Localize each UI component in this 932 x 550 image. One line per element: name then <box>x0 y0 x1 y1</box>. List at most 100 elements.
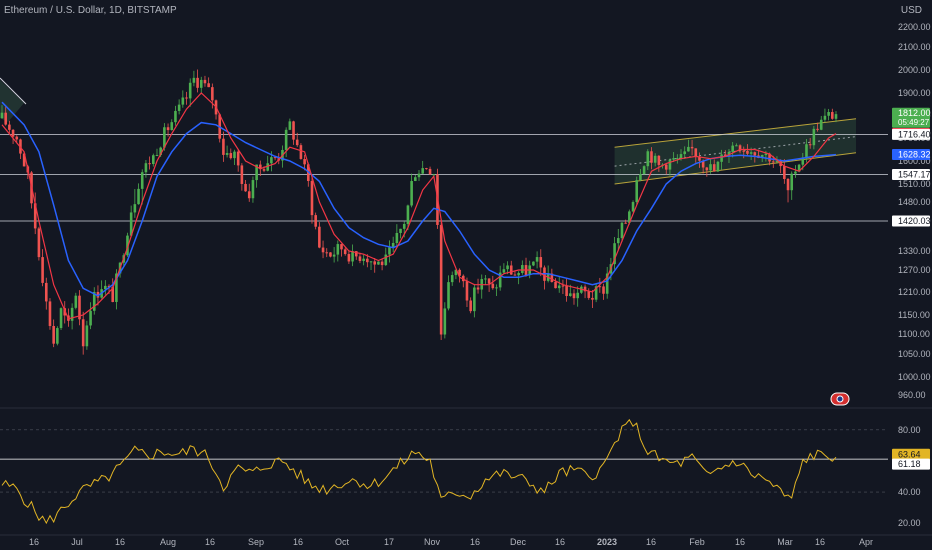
candle-body <box>827 112 830 116</box>
candle-body <box>33 203 37 229</box>
grid-layer <box>0 407 932 536</box>
candle-body <box>771 161 775 163</box>
candle-body <box>229 153 233 159</box>
candle-body <box>473 287 476 312</box>
candle-body <box>834 114 838 119</box>
candle-body <box>709 164 712 171</box>
candle-body <box>783 166 786 179</box>
candle-body <box>347 254 351 262</box>
candle-body <box>340 244 343 250</box>
candle-body <box>85 325 89 347</box>
candle-body <box>384 254 388 266</box>
candle-body <box>498 272 502 288</box>
time-tick-label: Apr <box>859 537 873 547</box>
price-label-text: 1628.32 <box>898 149 931 159</box>
candle-body <box>712 164 716 172</box>
candles <box>0 69 838 355</box>
candle-body <box>354 251 358 257</box>
time-tick-label: Mar <box>777 537 793 547</box>
candle-body <box>207 83 210 88</box>
candle-body <box>768 153 771 162</box>
candle-body <box>155 155 159 157</box>
candle-body <box>487 278 491 284</box>
candle-body <box>687 146 690 152</box>
candle-body <box>199 79 203 88</box>
rsi-tick-label: 80.00 <box>898 425 921 435</box>
candle-body <box>450 275 454 283</box>
rsi-pane <box>0 418 888 525</box>
time-tick-label: Oct <box>335 537 350 547</box>
candle-body <box>144 163 148 173</box>
candle-body <box>749 152 753 154</box>
candle-body <box>410 181 413 206</box>
candle-body <box>89 310 92 326</box>
candle-body <box>506 265 509 270</box>
candle-body <box>126 235 129 256</box>
candle-body <box>262 169 266 171</box>
candle-body <box>203 79 207 84</box>
price-label-text: 1547.17 <box>898 170 931 180</box>
candle-body <box>517 272 520 276</box>
candle-body <box>676 158 679 160</box>
early-trend-line <box>0 77 27 105</box>
candle-body <box>738 145 742 151</box>
candle-body <box>532 261 535 266</box>
moving-averages <box>1 92 837 320</box>
time-tick-label: Feb <box>689 537 705 547</box>
price-tick-label: 1510.00 <box>898 179 931 189</box>
time-tick-label: 16 <box>293 537 303 547</box>
candle-body <box>270 157 273 164</box>
candle-body <box>56 328 59 344</box>
price-label-box <box>892 128 930 140</box>
rsi-label-text: 61.18 <box>898 459 921 469</box>
flag-icon[interactable] <box>830 392 850 406</box>
candle-body <box>616 238 620 244</box>
candle-body <box>222 138 225 155</box>
candle-body <box>417 173 421 178</box>
price-tick-label: 1150.00 <box>898 310 930 320</box>
rsi-label-box <box>892 448 930 460</box>
candle-body <box>816 128 819 130</box>
candle-body <box>786 178 790 191</box>
time-tick-label: Aug <box>160 537 176 547</box>
candle-body <box>742 150 746 152</box>
candle-body <box>790 173 794 191</box>
price-tick-label: 1480.00 <box>898 197 931 207</box>
candle-body <box>653 155 657 163</box>
time-tick-label: 16 <box>555 537 565 547</box>
candle-body <box>177 104 181 111</box>
candle-body <box>812 128 816 146</box>
early-channel-fill <box>0 80 24 122</box>
candle-body <box>255 164 258 181</box>
candle-body <box>679 154 683 159</box>
price-tick-label: 1270.00 <box>898 265 931 275</box>
candle-body <box>572 293 576 299</box>
rsi-tick-label: 20.00 <box>898 518 921 528</box>
candle-body <box>561 285 565 287</box>
candle-body <box>303 158 306 165</box>
candle-body <box>447 282 450 309</box>
candle-body <box>11 129 15 137</box>
candle-body <box>454 269 458 276</box>
candle-body <box>336 244 340 255</box>
price-tick-label: 1050.00 <box>898 349 931 359</box>
candle-body <box>753 152 757 156</box>
channel-lower-line <box>614 152 857 185</box>
time-tick-label: 17 <box>384 537 394 547</box>
candle-body <box>513 274 517 276</box>
flag-icon-dot <box>836 395 844 403</box>
candle-body <box>166 127 170 131</box>
candle-body <box>310 181 314 216</box>
time-axis: 16 Jul 16 Aug 16 Sep 16 Oct 17 Nov 16 Dec 16 2023 16 Fe… <box>29 537 873 547</box>
candle-body <box>476 287 480 290</box>
candle-body <box>92 291 96 311</box>
candle-body <box>318 226 321 248</box>
time-tick-label: 16 <box>205 537 215 547</box>
candle-body <box>458 269 461 276</box>
price-tick-label: 2100.00 <box>898 42 931 52</box>
time-tick-label: 16 <box>470 537 480 547</box>
candle-body <box>22 153 26 167</box>
candle-body <box>284 129 288 150</box>
candle-body <box>63 308 67 316</box>
